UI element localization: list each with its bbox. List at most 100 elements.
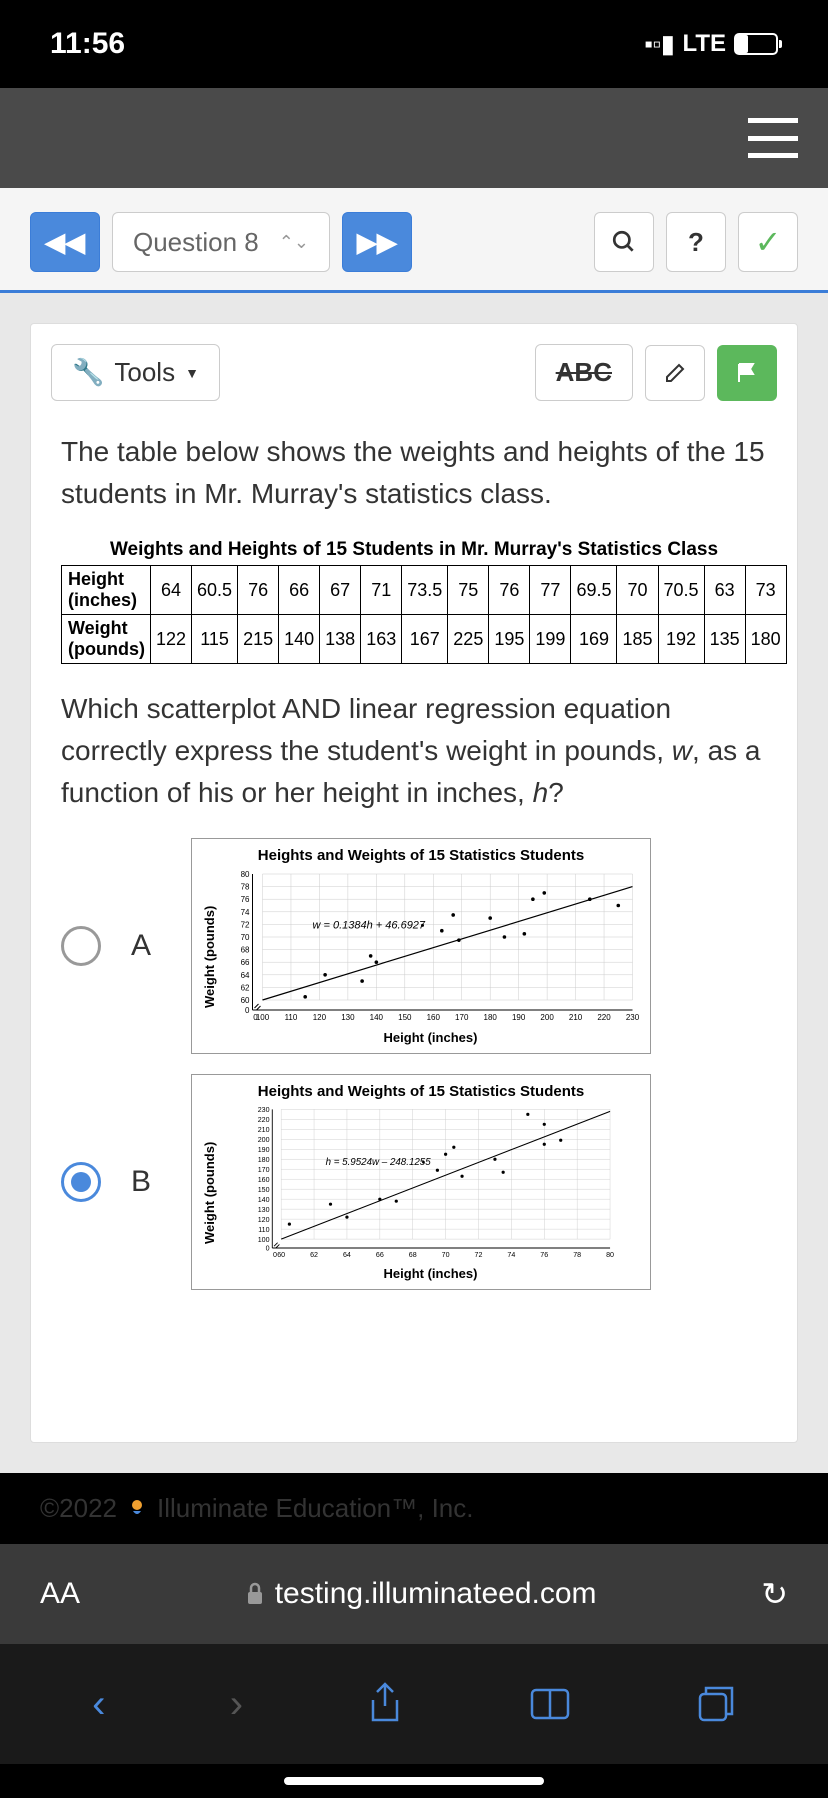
bookmarks-icon[interactable] — [528, 1686, 572, 1722]
wrench-icon: 🔧 — [72, 357, 104, 388]
svg-text:150: 150 — [258, 1186, 270, 1194]
svg-text:130: 130 — [258, 1206, 270, 1214]
text-size-button[interactable]: AA — [40, 1577, 80, 1611]
forward-button[interactable]: › — [230, 1682, 243, 1727]
svg-text:210: 210 — [569, 1013, 583, 1022]
menu-icon[interactable] — [748, 118, 798, 158]
flag-icon — [735, 361, 759, 385]
chart-a-svg: 0606264666870727476788001001101201301401… — [219, 868, 642, 1028]
company-logo-icon — [125, 1497, 149, 1521]
footer: ©2022 Illuminate Education™, Inc. — [0, 1473, 828, 1544]
svg-text:60: 60 — [241, 996, 250, 1005]
svg-text:110: 110 — [258, 1226, 269, 1234]
svg-text:70: 70 — [442, 1251, 450, 1259]
svg-text:180: 180 — [258, 1156, 270, 1164]
svg-text:70: 70 — [241, 933, 250, 942]
svg-text:120: 120 — [258, 1216, 270, 1224]
svg-text:0: 0 — [245, 1006, 250, 1015]
option-b[interactable]: B Heights and Weights of 15 Statistics S… — [61, 1074, 767, 1290]
svg-text:w = 0.1384h + 46.6927: w = 0.1384h + 46.6927 — [313, 919, 426, 931]
share-icon[interactable] — [367, 1682, 403, 1726]
table-row: Height (inches)6460.57666677173.57576776… — [62, 566, 787, 615]
abc-button[interactable]: ABC — [535, 344, 633, 401]
status-time: 11:56 — [50, 27, 125, 61]
question-card: 🔧 Tools ▼ ABC The table below shows the … — [30, 323, 798, 1443]
svg-text:140: 140 — [258, 1196, 270, 1204]
svg-text:170: 170 — [258, 1166, 270, 1174]
svg-text:76: 76 — [540, 1251, 548, 1259]
table-title: Weights and Heights of 15 Students in Mr… — [61, 539, 767, 561]
search-icon — [611, 229, 637, 255]
svg-text:64: 64 — [241, 971, 250, 980]
svg-text:220: 220 — [258, 1116, 270, 1124]
search-button[interactable] — [594, 212, 654, 272]
table-row: Weight (pounds)1221152151401381631672251… — [62, 615, 787, 664]
svg-text:220: 220 — [597, 1013, 611, 1022]
chevron-down-icon: ▼ — [185, 365, 199, 381]
svg-text:66: 66 — [376, 1251, 384, 1259]
svg-text:62: 62 — [310, 1251, 318, 1259]
prev-button[interactable]: ◀◀ — [30, 212, 100, 272]
edit-icon — [663, 361, 687, 385]
app-header — [0, 88, 828, 188]
radio-a[interactable] — [61, 926, 101, 966]
option-a-label: A — [131, 929, 161, 963]
svg-text:76: 76 — [241, 895, 250, 904]
selector-chevron-icon: ⌃⌄ — [279, 232, 309, 253]
chart-a: Heights and Weights of 15 Statistics Stu… — [191, 838, 651, 1054]
svg-text:200: 200 — [540, 1013, 554, 1022]
svg-text:74: 74 — [507, 1251, 515, 1259]
refresh-button[interactable]: ↻ — [761, 1575, 788, 1613]
home-indicator[interactable] — [0, 1764, 828, 1798]
svg-text:66: 66 — [241, 958, 250, 967]
confirm-button[interactable]: ✓ — [738, 212, 798, 272]
svg-text:190: 190 — [258, 1146, 270, 1154]
safari-bottom-nav: ‹ › — [0, 1644, 828, 1764]
svg-text:210: 210 — [258, 1126, 270, 1134]
chart-b: Heights and Weights of 15 Statistics Stu… — [191, 1074, 651, 1290]
url-bar[interactable]: testing.illuminateed.com — [120, 1577, 721, 1611]
svg-text:200: 200 — [258, 1136, 270, 1144]
svg-text:230: 230 — [626, 1013, 640, 1022]
status-right: ▪▫▮ LTE — [644, 30, 778, 59]
option-b-label: B — [131, 1165, 161, 1199]
question-selector[interactable]: Question 8 ⌃⌄ — [112, 212, 330, 272]
svg-text:74: 74 — [241, 908, 250, 917]
content-area: 🔧 Tools ▼ ABC The table below shows the … — [0, 293, 828, 1473]
svg-text:120: 120 — [313, 1013, 327, 1022]
svg-text:100: 100 — [258, 1236, 270, 1244]
question-label: Question 8 — [133, 227, 259, 258]
question-body: The table below shows the weights and he… — [31, 421, 797, 1340]
signal-icon: ▪▫▮ — [644, 30, 674, 59]
option-a[interactable]: A Heights and Weights of 15 Statistics S… — [61, 838, 767, 1054]
radio-b[interactable] — [61, 1162, 101, 1202]
back-button[interactable]: ‹ — [92, 1682, 105, 1727]
svg-text:230: 230 — [258, 1106, 270, 1114]
tools-button[interactable]: 🔧 Tools ▼ — [51, 344, 220, 401]
svg-text:64: 64 — [343, 1251, 351, 1259]
svg-text:80: 80 — [241, 870, 250, 879]
svg-text:160: 160 — [258, 1176, 270, 1184]
edit-button[interactable] — [645, 345, 705, 401]
svg-text:68: 68 — [241, 946, 250, 955]
svg-text:180: 180 — [484, 1013, 498, 1022]
battery-icon — [734, 33, 778, 55]
flag-button[interactable] — [717, 345, 777, 401]
svg-text:72: 72 — [241, 920, 250, 929]
svg-text:140: 140 — [370, 1013, 384, 1022]
browser-bar: AA testing.illuminateed.com ↻ — [0, 1544, 828, 1644]
svg-text:80: 80 — [606, 1251, 614, 1259]
help-button[interactable]: ? — [666, 212, 726, 272]
svg-text:130: 130 — [341, 1013, 355, 1022]
svg-text:0: 0 — [266, 1245, 270, 1253]
svg-text:190: 190 — [512, 1013, 526, 1022]
svg-text:78: 78 — [573, 1251, 581, 1259]
svg-text:72: 72 — [475, 1251, 483, 1259]
question-prompt: Which scatterplot AND linear regression … — [61, 688, 767, 814]
svg-text:68: 68 — [409, 1251, 417, 1259]
tabs-icon[interactable] — [696, 1684, 736, 1724]
svg-text:110: 110 — [285, 1013, 298, 1022]
next-button[interactable]: ▶▶ — [342, 212, 412, 272]
svg-text:150: 150 — [398, 1013, 412, 1022]
svg-text:100: 100 — [256, 1013, 270, 1022]
